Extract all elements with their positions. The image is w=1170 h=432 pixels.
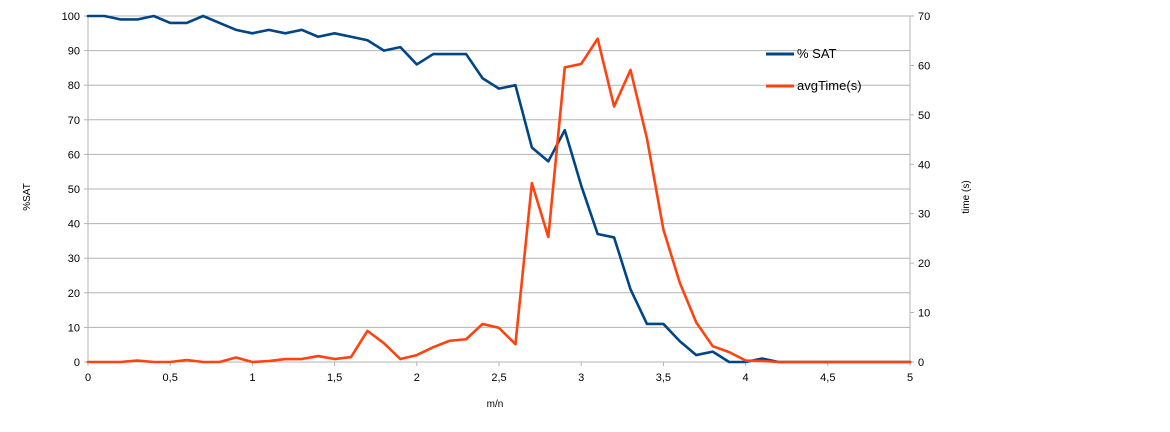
y-tick-label: 70 <box>68 115 80 127</box>
y-tick-label: 100 <box>62 11 80 23</box>
y2-tick-label: 20 <box>918 258 930 270</box>
y-tick-label: 60 <box>68 149 80 161</box>
y-tick-label: 0 <box>74 357 80 369</box>
y-tick-label: 50 <box>68 184 80 196</box>
x-tick-label: 4 <box>743 372 749 384</box>
x-axis-title: m/n <box>487 399 504 410</box>
axes: 0 10 20 30 40 50 60 70 80 90 100 0 10 20 30 40 50 60 70 0 0,… <box>62 11 931 384</box>
legend: % SAT avgTime(s) <box>766 46 862 93</box>
x-tick-label: 1 <box>249 372 255 384</box>
x-tick-label: 2 <box>414 372 420 384</box>
x-tick-label: 0,5 <box>163 372 178 384</box>
x-tick-label: 4,5 <box>820 372 835 384</box>
grid-lines <box>88 15 910 363</box>
legend-label-time: avgTime(s) <box>797 78 862 93</box>
series-line-avgtime <box>86 37 912 364</box>
x-tick-label: 1,5 <box>327 372 342 384</box>
x-tick-label: 3,5 <box>656 372 671 384</box>
legend-label-sat: % SAT <box>797 46 837 61</box>
y-tick-label: 10 <box>68 322 80 334</box>
x-tick-label: 2,5 <box>491 372 506 384</box>
y2-tick-label: 40 <box>918 159 930 171</box>
y-tick-label: 20 <box>68 288 80 300</box>
y2-tick-label: 50 <box>918 110 930 122</box>
y-tick-label: 90 <box>68 46 80 58</box>
y2-tick-label: 10 <box>918 308 930 320</box>
y-axis-title: %SAT <box>22 183 33 211</box>
x-tick-label: 3 <box>578 372 584 384</box>
y-tick-label: 40 <box>68 219 80 231</box>
y2-tick-label: 30 <box>918 209 930 221</box>
x-tick-label: 0 <box>85 372 91 384</box>
y2-tick-label: 70 <box>918 11 930 23</box>
y2-tick-label: 60 <box>918 60 930 72</box>
y-tick-label: 80 <box>68 80 80 92</box>
x-tick-label: 5 <box>907 372 913 384</box>
y2-tick-label: 0 <box>918 357 924 369</box>
y2-axis-title: time (s) <box>961 180 972 213</box>
y-tick-label: 30 <box>68 253 80 265</box>
series-lines <box>86 14 912 364</box>
